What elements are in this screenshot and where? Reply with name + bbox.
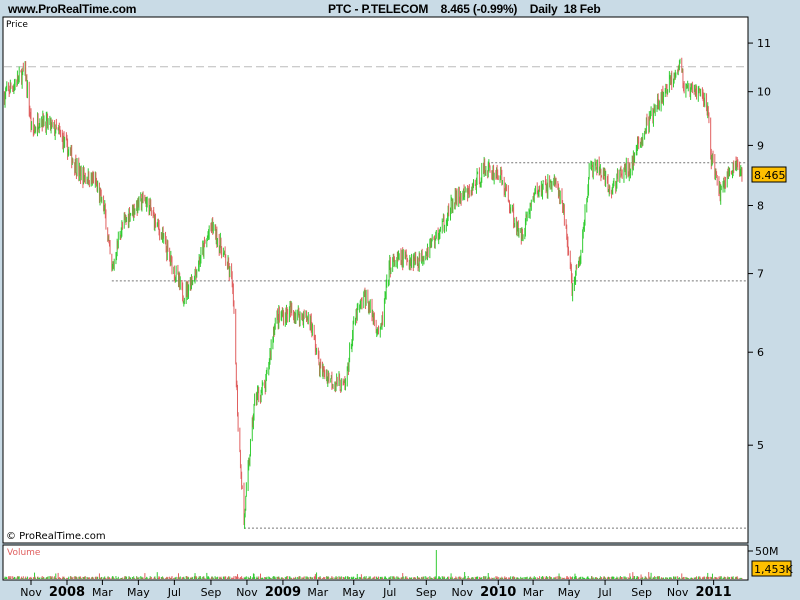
- x-tick-label: Nov: [452, 586, 474, 599]
- y-tick-label: 6: [757, 346, 764, 359]
- copyright-label: © ProRealTime.com: [6, 531, 106, 542]
- chart-title: PTC - P.TELECOM 8.465 (-0.99%) Daily 18 …: [328, 2, 601, 16]
- price-panel: [2, 16, 749, 544]
- y-tick-label: 9: [757, 139, 764, 152]
- x-tick-label: Jul: [167, 586, 181, 599]
- x-tick-label: Sep: [416, 586, 437, 599]
- volume-panel-label: Volume: [7, 548, 41, 558]
- x-tick-label: Mar: [307, 586, 328, 599]
- price-last-badge: [751, 166, 787, 183]
- x-tick-label: 2010: [480, 585, 516, 600]
- site-label: www.ProRealTime.com: [8, 2, 137, 16]
- x-tick-label: Nov: [20, 586, 42, 599]
- volume-last-value: 1,453K: [754, 563, 793, 576]
- x-tick-label: Mar: [523, 586, 544, 599]
- x-tick-label: Mar: [92, 586, 113, 599]
- y-tick-label: 5: [757, 439, 764, 452]
- x-tick-label: 2009: [265, 585, 301, 600]
- x-tick-label: May: [558, 586, 581, 599]
- x-tick-label: Nov: [667, 586, 689, 599]
- x-tick-label: May: [127, 586, 150, 599]
- x-tick-label: Jul: [597, 586, 611, 599]
- x-tick-label: May: [342, 586, 365, 599]
- y-tick-label: 8: [757, 199, 764, 212]
- x-tick-label: Sep: [631, 586, 652, 599]
- x-tick-label: 2008: [49, 585, 85, 600]
- volume-last-badge: [751, 560, 792, 577]
- x-tick-label: Nov: [236, 586, 258, 599]
- price-panel-label: Price: [6, 20, 28, 30]
- x-tick-label: Sep: [201, 586, 222, 599]
- price-last-value: 8.465: [754, 169, 786, 182]
- x-tick-label: 2011: [696, 585, 732, 600]
- x-tick-label: Jul: [382, 586, 396, 599]
- y-tick-label: 7: [757, 268, 764, 281]
- volume-axis-label: 50M: [755, 545, 779, 558]
- y-tick-label: 10: [757, 86, 771, 99]
- y-tick-label: 11: [757, 37, 771, 50]
- volume-panel: [2, 544, 749, 581]
